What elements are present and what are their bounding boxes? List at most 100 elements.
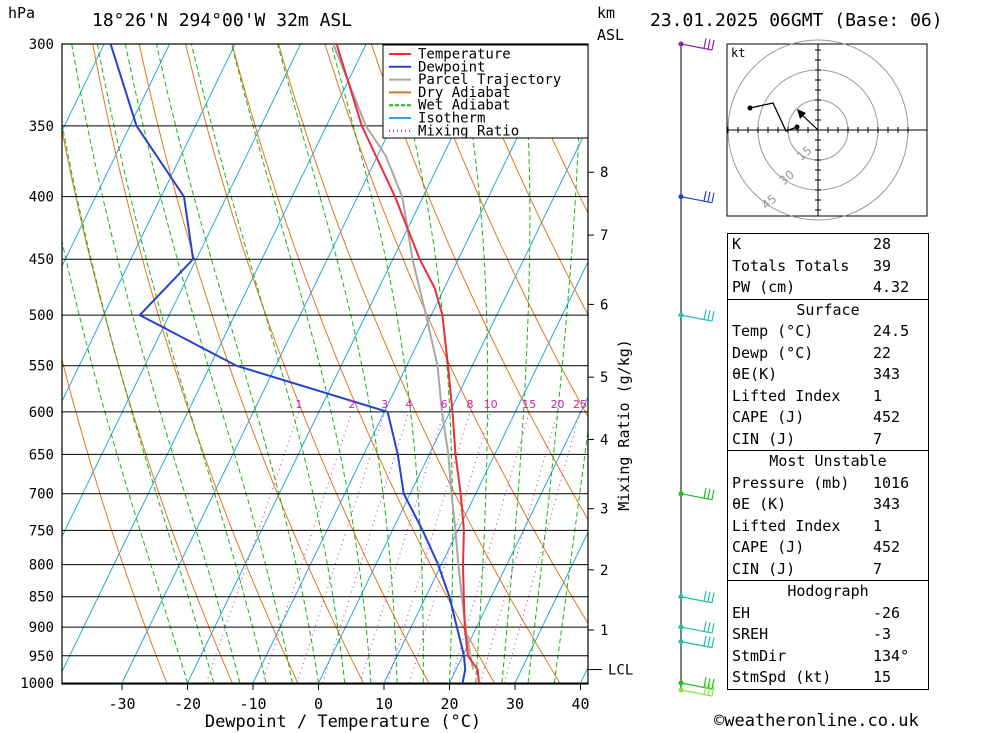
km-tick-label: 4 bbox=[600, 432, 608, 448]
pressure-tick-label: 700 bbox=[29, 487, 54, 503]
dry-adiabat-line bbox=[370, 44, 588, 521]
index-label: StmDir bbox=[732, 646, 787, 665]
mixing-ratio-label: 20 bbox=[551, 398, 565, 411]
temperature-tick-label: 40 bbox=[571, 695, 589, 713]
index-value: 7 bbox=[873, 559, 883, 578]
dry-adiabat-line bbox=[62, 357, 168, 684]
mixing-ratio-label: 6 bbox=[441, 398, 448, 411]
isotherm-line bbox=[382, 260, 588, 684]
mixing-ratio-axis-title: Mixing Ratio (g/kg) bbox=[615, 339, 633, 511]
index-row: CAPE (J) 452 bbox=[728, 407, 928, 429]
hodograph-point bbox=[794, 124, 800, 130]
dry-adiabat-line bbox=[417, 44, 588, 418]
legend-entry: Dewpoint bbox=[418, 59, 485, 75]
wind-barb bbox=[680, 38, 715, 51]
dry-adiabat-line bbox=[963, 26, 1000, 709]
pressure-tick-label: 450 bbox=[29, 252, 54, 268]
index-row: Dewp (°C) 22 bbox=[728, 343, 928, 365]
isotherm-line bbox=[62, 44, 302, 538]
pressure-tick-label: 900 bbox=[29, 620, 54, 636]
index-label: EH bbox=[732, 603, 751, 622]
index-value: 1 bbox=[873, 386, 883, 405]
plot-frame bbox=[61, 43, 589, 685]
temperature-tick-label: -20 bbox=[174, 695, 201, 713]
index-row: θE (K) 343 bbox=[728, 494, 928, 516]
index-label: Dewp (°C) bbox=[732, 343, 814, 362]
wind-barb bbox=[680, 635, 715, 649]
index-value: -3 bbox=[873, 625, 892, 643]
mixing-ratio-label: 3 bbox=[381, 398, 388, 411]
wet-adiabat-line bbox=[62, 121, 215, 684]
hodograph-section-title: Hodograph bbox=[728, 580, 928, 603]
index-row: Lifted Index 1 bbox=[728, 386, 928, 408]
dry-adiabat-line bbox=[324, 44, 588, 625]
wind-barb bbox=[680, 487, 715, 501]
wet-adiabat-line bbox=[191, 44, 346, 684]
wind-barb bbox=[680, 621, 715, 634]
legend-entry: Dry Adiabat bbox=[418, 85, 511, 101]
index-label: Lifted Index bbox=[732, 386, 841, 405]
lcl-label: LCL bbox=[608, 663, 633, 679]
wind-barb bbox=[680, 591, 715, 604]
wind-barb bbox=[680, 677, 715, 690]
valid-datetime: 23.01.2025 06GMT (Base: 06) bbox=[650, 10, 943, 31]
mixing-ratio-line bbox=[408, 411, 492, 684]
wet-adiabat-line bbox=[156, 44, 319, 684]
index-label: Temp (°C) bbox=[732, 322, 814, 340]
mixing-ratio-line bbox=[449, 411, 530, 684]
wet-adiabat-line bbox=[501, 44, 531, 684]
km-tick-label: 8 bbox=[600, 165, 608, 181]
pressure-tick-label: 800 bbox=[29, 558, 54, 574]
dry-adiabat-line bbox=[92, 44, 299, 684]
wet-adiabat-line bbox=[527, 44, 582, 684]
index-row: Temp (°C) 24.5 bbox=[728, 321, 928, 343]
credit-link[interactable]: ©weatheronline.co.uk bbox=[714, 711, 919, 731]
index-label: CIN (J) bbox=[732, 429, 796, 448]
dry-adiabat-line bbox=[138, 44, 365, 684]
temperature-tick-label: 0 bbox=[314, 695, 323, 713]
isotherm-line bbox=[513, 531, 588, 684]
hodograph-trace bbox=[749, 102, 798, 132]
pressure-tick-label: 500 bbox=[29, 308, 54, 324]
wet-adiabat-line bbox=[96, 44, 267, 684]
legend-entry: Wet Adiabat bbox=[418, 98, 511, 114]
index-value: 452 bbox=[873, 408, 901, 426]
dry-adiabat-line bbox=[185, 44, 430, 684]
mixing-ratio-line bbox=[503, 411, 581, 684]
index-row: PW (cm) 4.32 bbox=[728, 277, 928, 299]
temperature-tick-label: -30 bbox=[108, 695, 135, 713]
mixing-ratio-label: 8 bbox=[467, 398, 474, 411]
pressure-tick-label: 350 bbox=[29, 119, 54, 135]
index-label: Totals Totals bbox=[732, 256, 850, 275]
mixing-ratio-label: 1 bbox=[295, 398, 302, 411]
temperature-tick-label: 10 bbox=[375, 695, 393, 713]
dry-adiabat-line bbox=[917, 26, 1000, 709]
isotherm-line bbox=[62, 44, 171, 268]
mixing-ratio-label: 25 bbox=[573, 398, 587, 411]
km-tick-label: 5 bbox=[600, 370, 608, 386]
isotherm-line bbox=[120, 44, 433, 684]
wind-barb bbox=[680, 309, 715, 322]
isotherm-line bbox=[251, 44, 564, 684]
index-value: 343 bbox=[873, 495, 901, 513]
dry-adiabat-line bbox=[277, 44, 562, 684]
wet-adiabat-line bbox=[391, 44, 454, 684]
index-label: Pressure (mb) bbox=[732, 473, 850, 492]
km-tick-label: 3 bbox=[600, 502, 608, 518]
most-unstable-section-title: Most Unstable bbox=[728, 450, 928, 473]
index-label: Lifted Index bbox=[732, 516, 841, 535]
legend-entry: Parcel Trajectory bbox=[418, 72, 561, 88]
pressure-unit-label: hPa bbox=[8, 4, 36, 22]
pressure-tick-label: 950 bbox=[29, 649, 54, 665]
hodograph-point bbox=[747, 105, 753, 111]
wet-adiabat-line bbox=[71, 44, 241, 684]
pressure-tick-label: 750 bbox=[29, 523, 54, 539]
wind-barb bbox=[680, 190, 715, 204]
index-label: SREH bbox=[732, 625, 769, 643]
index-value: 4.32 bbox=[873, 278, 910, 296]
index-row: CIN (J) 7 bbox=[728, 559, 928, 581]
index-row: CIN (J) 7 bbox=[728, 429, 928, 451]
km-tick-label: 7 bbox=[600, 228, 608, 244]
mixing-ratio-label: 2 bbox=[348, 398, 355, 411]
